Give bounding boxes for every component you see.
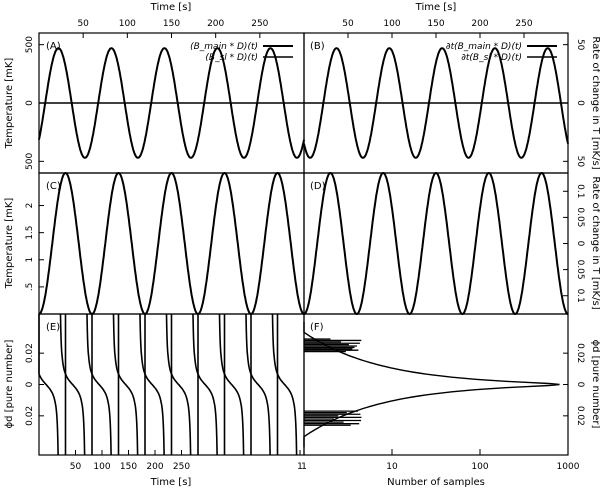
panel-e-step-5 (138, 313, 166, 456)
y-tick-label: 500 (25, 36, 35, 53)
bottom-left-xlabel: Time [s] (150, 477, 192, 488)
x-tick-label: 1000 (557, 462, 580, 472)
y-tick-label: 0.05 (575, 260, 585, 280)
panel-e-step-6 (165, 313, 192, 456)
x-tick-label: 1 (301, 462, 307, 472)
x-tick-label: 200 (207, 19, 224, 29)
y-tick-label: 0.05 (575, 207, 585, 227)
y-tick-label: 0.02 (575, 343, 585, 363)
x-tick-label: 200 (146, 462, 163, 472)
x-tick-label: 1 (297, 462, 303, 472)
x-tick-label: 100 (93, 462, 110, 472)
panel-e-step-9 (244, 313, 272, 456)
y-tick-label: 0 (575, 241, 585, 247)
x-tick-label: 150 (120, 462, 137, 472)
x-tick-label: 50 (70, 462, 82, 472)
panel-a-series-1 (38, 47, 305, 159)
y-tick-label: 0.1 (575, 289, 585, 303)
x-tick-label: 100 (383, 19, 400, 29)
panel-b-label: (B) (310, 41, 325, 52)
panel-e-step-10 (271, 313, 298, 456)
y-tick-label: 0 (575, 100, 585, 106)
x-tick-label: 200 (471, 19, 488, 29)
top-left-xlabel: Time [s] (150, 2, 192, 13)
y-tick-label: 2 (25, 203, 35, 209)
y-tick-label: 0 (25, 381, 35, 387)
panel-e-step-7 (191, 313, 219, 456)
x-tick-label: 100 (119, 19, 136, 29)
y-tick-label: 0.02 (25, 406, 35, 426)
panel-e-step-4 (112, 313, 139, 456)
x-tick-label: 100 (471, 462, 488, 472)
panel-d-ylabel-right: Rate of change in T [mK/s] (590, 176, 600, 309)
x-tick-label: 250 (251, 19, 268, 29)
x-tick-label: 250 (515, 19, 532, 29)
panel-e-ylabel: ϕd [pure number] (4, 339, 15, 428)
y-tick-label: 0 (25, 100, 35, 106)
panel-c-ylabel: Temperature [mK] (4, 198, 15, 290)
panel-b-ylabel-right: Rate of change in T [mK/s] (590, 36, 600, 169)
x-tick-label: 150 (427, 19, 444, 29)
panel-e-step-8 (218, 313, 245, 456)
bottom-right-xlabel: Number of samples (387, 477, 485, 488)
panel-d-series-1 (303, 171, 569, 316)
top-right-xlabel: Time [s] (415, 2, 457, 13)
x-tick-label: 150 (163, 19, 180, 29)
panel-e-step-2 (59, 313, 86, 456)
panel-a-label: (A) (46, 41, 61, 52)
y-tick-label: 50 (575, 156, 585, 168)
panel-e-step-1 (38, 314, 60, 456)
panel-e-step-3 (85, 313, 113, 456)
panel-f-label: (F) (310, 322, 324, 333)
y-tick-label: 0.02 (25, 343, 35, 363)
x-tick-label: 250 (173, 462, 190, 472)
x-tick-label: 10 (386, 462, 398, 472)
y-tick-label: 0.02 (575, 406, 585, 426)
legend-b-entry-2: ∂t(B_sl * D)(t) (461, 53, 522, 63)
panel-d-label: (D) (310, 181, 326, 192)
x-tick-label: 50 (77, 19, 89, 29)
panel-b-series-1 (303, 47, 569, 159)
y-tick-label: 500 (25, 152, 35, 169)
legend-a-entry-1: (B_main * D)(t) (190, 42, 258, 52)
legend-a: (B_main * D)(t) (B_sl * D)(t) (190, 42, 293, 63)
panel-c-series-1 (38, 171, 305, 316)
panel-e-label: (E) (46, 322, 60, 333)
y-tick-label: 50 (575, 39, 585, 51)
legend-a-entry-2: (B_sl * D)(t) (205, 53, 258, 63)
y-tick-label: 1.5 (25, 225, 35, 239)
y-tick-label: 1 (25, 257, 35, 263)
panel-c-label: (C) (46, 181, 61, 192)
panel-a-ylabel: Temperature [mK] (4, 58, 15, 150)
y-tick-label: .5 (25, 283, 35, 292)
y-tick-label: 0 (575, 382, 585, 388)
legend-b: ∂t(B_main * D)(t) ∂t(B_sl * D)(t) (446, 42, 557, 63)
y-tick-label: 0.1 (575, 184, 585, 198)
legend-b-entry-1: ∂t(B_main * D)(t) (446, 42, 522, 52)
x-tick-label: 50 (342, 19, 354, 29)
panel-f-frame (303, 313, 569, 456)
panel-f-ylabel-right: ϕd [pure number] (590, 340, 600, 429)
curves-layer (38, 47, 569, 456)
